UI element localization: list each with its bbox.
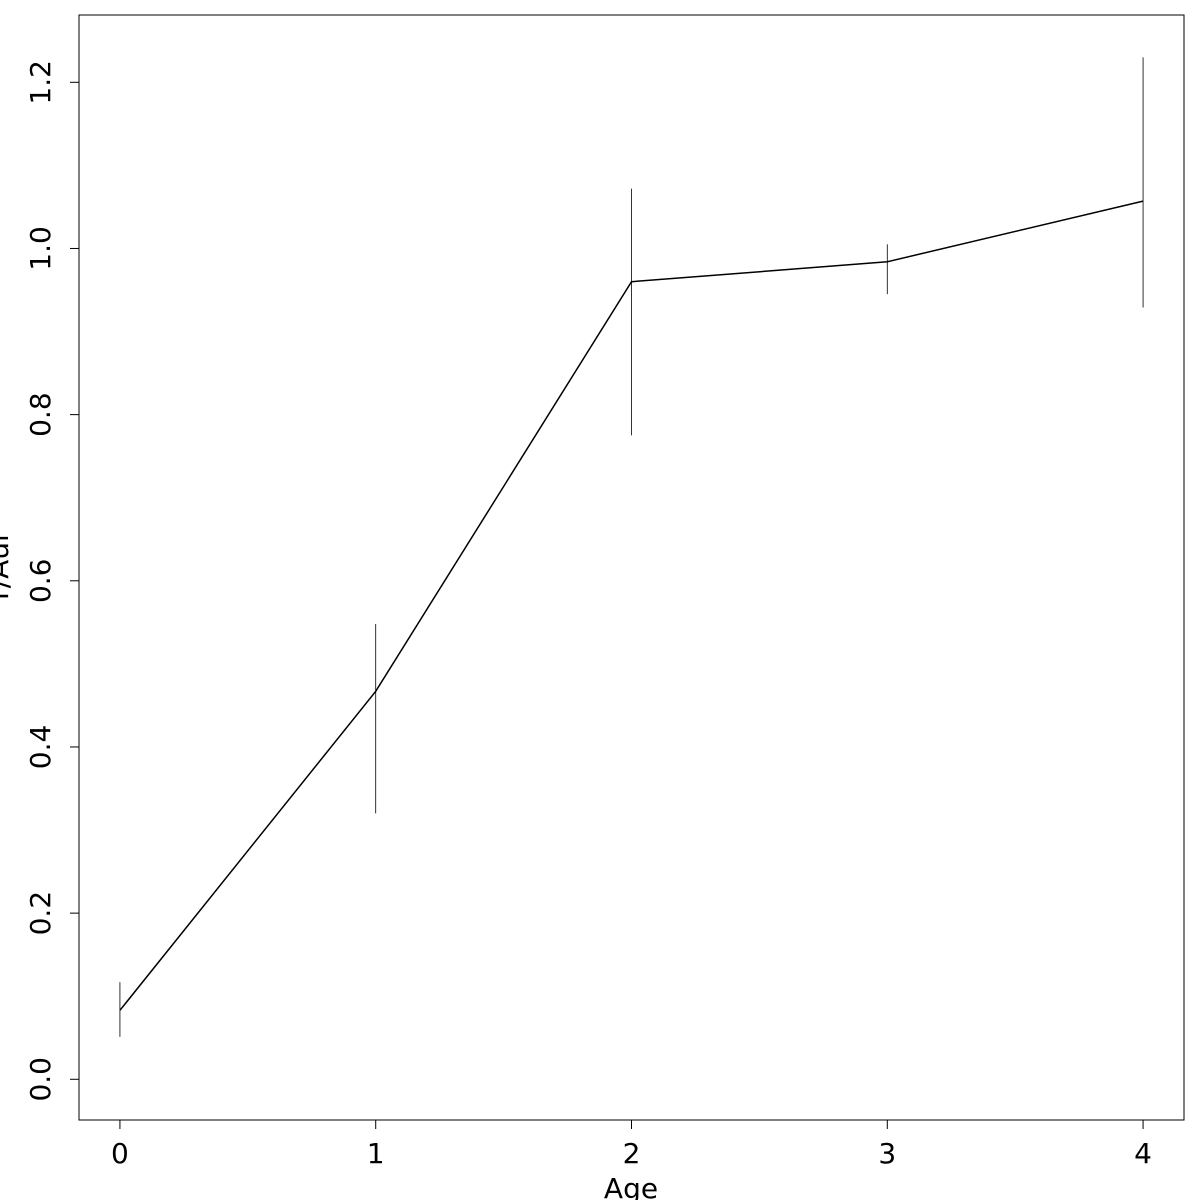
data-line — [119, 200, 1144, 1011]
y-tick-label: 1.2 — [24, 60, 57, 105]
y-tick-label: 0.2 — [24, 891, 57, 936]
x-tick-label: 4 — [1134, 1137, 1152, 1170]
x-axis-label: Age — [604, 1172, 658, 1200]
x-tick-label: 1 — [367, 1137, 385, 1170]
x-tick-label: 3 — [878, 1137, 896, 1170]
x-tick-label: 0 — [111, 1137, 129, 1170]
x-tick-label: 2 — [623, 1137, 641, 1170]
y-tick-label: 0.8 — [24, 392, 57, 437]
y-axis-label: r/Aul — [0, 534, 15, 600]
plot-frame — [78, 14, 1185, 1121]
y-tick-label: 0.6 — [24, 559, 57, 604]
y-tick-label: 0.4 — [24, 725, 57, 770]
y-tick-label: 1.0 — [24, 226, 57, 271]
y-tick-label: 0.0 — [24, 1057, 57, 1102]
